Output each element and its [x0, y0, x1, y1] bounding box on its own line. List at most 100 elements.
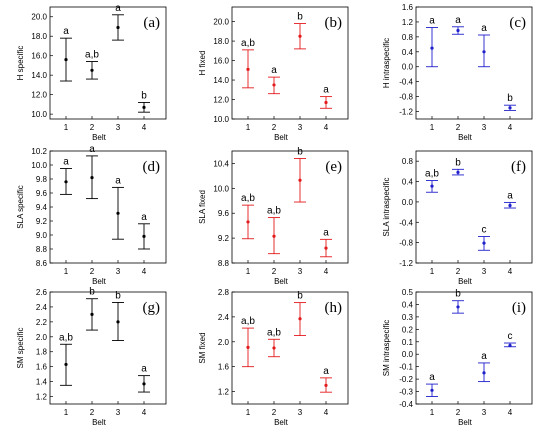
mean-point: [116, 211, 120, 215]
y-tick-label: 14.0: [31, 71, 47, 80]
mean-point: [298, 317, 302, 321]
y-tick-label: -0.4: [399, 218, 413, 227]
significance-label: b: [297, 291, 303, 302]
significance-label: a: [323, 366, 329, 377]
y-tick-label: 9.6: [218, 209, 230, 218]
mean-point: [324, 100, 328, 105]
x-tick-label: 3: [482, 123, 487, 132]
mean-point: [456, 170, 460, 174]
y-tick-label: 9.4: [36, 203, 48, 212]
panel-label: (h): [325, 300, 343, 316]
significance-label: a: [507, 190, 513, 201]
y-tick-label: 1.8: [36, 348, 48, 357]
mean-point: [64, 180, 68, 184]
significance-label: a,b: [425, 169, 439, 180]
x-tick-label: 3: [482, 267, 487, 276]
panel-g: 1.2 1.4 1.6 1.8 2.0 2.2 2.4 2.6 1 2 3 4 Belt SM speci…: [16, 287, 167, 427]
mean-point: [482, 371, 486, 375]
y-tick-label: -0.4: [399, 78, 413, 87]
mean-point: [142, 234, 146, 238]
mean-point: [508, 106, 512, 110]
y-tick-label: 9.2: [218, 234, 230, 243]
mean-point: [142, 105, 146, 109]
y-tick-label: 0.3: [402, 313, 414, 322]
x-tick-label: 1: [430, 408, 435, 417]
mean-point: [508, 203, 512, 208]
y-tick-label: -0.2: [399, 375, 413, 384]
panel-label: (b): [325, 15, 343, 31]
panel-label: (f): [511, 159, 526, 175]
panel-label: (g): [143, 300, 161, 316]
y-tick-label: -1.2: [399, 259, 413, 268]
mean-point: [116, 25, 120, 30]
x-axis-label: Belt: [274, 133, 289, 142]
significance-label: a: [429, 372, 435, 383]
plot-frame: [415, 6, 533, 120]
y-tick-label: 10.2: [31, 147, 47, 156]
mean-point: [430, 46, 434, 50]
y-tick-label: 9.0: [36, 231, 48, 240]
x-tick-label: 2: [456, 123, 461, 132]
y-tick-label: 0.0: [402, 63, 414, 72]
significance-label: a: [323, 85, 329, 96]
x-tick-label: 3: [116, 408, 121, 417]
mean-point: [430, 388, 434, 392]
y-tick-label: 9.8: [36, 175, 48, 184]
x-tick-label: 2: [90, 123, 95, 132]
mean-point: [90, 176, 94, 180]
plot-frame: [415, 291, 533, 405]
y-tick-label: 1.2: [402, 18, 414, 27]
y-tick-label: 10.0: [213, 115, 229, 124]
mean-point: [324, 383, 328, 387]
y-tick-label: -0.3: [399, 388, 413, 397]
panel-a: 10.0 12.0 14.0 16.0 18.0 20.0 1 2 3 4 Belt H specif…: [16, 3, 167, 142]
mean-point: [298, 178, 302, 182]
significance-label: b: [455, 157, 461, 168]
y-tick-label: 1.4: [36, 378, 48, 387]
mean-point: [456, 305, 460, 309]
panel-label: (a): [143, 15, 160, 31]
significance-label: a: [271, 65, 277, 76]
plot-frame: [231, 291, 349, 405]
significance-label: b: [297, 146, 303, 157]
x-axis-label: Belt: [92, 418, 107, 427]
x-axis-label: Belt: [92, 277, 107, 286]
significance-label: a: [481, 23, 487, 34]
x-tick-label: 4: [508, 408, 513, 417]
significance-label: a,b: [267, 206, 281, 217]
mean-point: [508, 343, 512, 348]
mean-point: [272, 234, 276, 238]
y-tick-label: 0.8: [402, 33, 414, 42]
panel-label: (i): [512, 300, 526, 316]
y-tick-label: -0.8: [399, 93, 413, 102]
y-tick-label: 0.4: [402, 178, 414, 187]
y-tick-label: 0.5: [402, 288, 414, 297]
significance-label: a: [323, 227, 329, 238]
y-tick-label: 10.0: [31, 161, 47, 170]
y-tick-label: 0.0: [402, 198, 414, 207]
y-tick-label: 10.0: [213, 184, 229, 193]
significance-label: a,b: [241, 38, 255, 49]
mean-point: [246, 220, 250, 224]
y-tick-label: 2.8: [218, 288, 230, 297]
x-tick-label: 2: [272, 123, 277, 132]
significance-label: b: [297, 12, 303, 23]
significance-label: a,b: [59, 332, 73, 343]
y-axis-label: SM fixed: [198, 332, 207, 363]
x-tick-label: 2: [90, 408, 95, 417]
x-tick-label: 1: [64, 408, 69, 417]
x-tick-label: 1: [64, 123, 69, 132]
mean-point: [456, 28, 460, 33]
y-tick-label: 8.8: [218, 259, 230, 268]
y-tick-label: 0.0: [402, 350, 414, 359]
mean-point: [324, 246, 328, 250]
panel-c: -1.2 -0.8 -0.4 0.0 0.4 0.8 1.2 1.6 1 2 3 4 Belt H int…: [382, 3, 533, 142]
plot-frame: [49, 6, 167, 120]
significance-label: c: [482, 225, 487, 236]
significance-label: a,b: [267, 327, 281, 338]
x-tick-label: 1: [64, 267, 69, 276]
y-tick-label: 20.0: [31, 13, 47, 22]
significance-label: a: [115, 175, 121, 186]
y-tick-label: 20.0: [213, 18, 229, 27]
x-tick-label: 2: [456, 267, 461, 276]
